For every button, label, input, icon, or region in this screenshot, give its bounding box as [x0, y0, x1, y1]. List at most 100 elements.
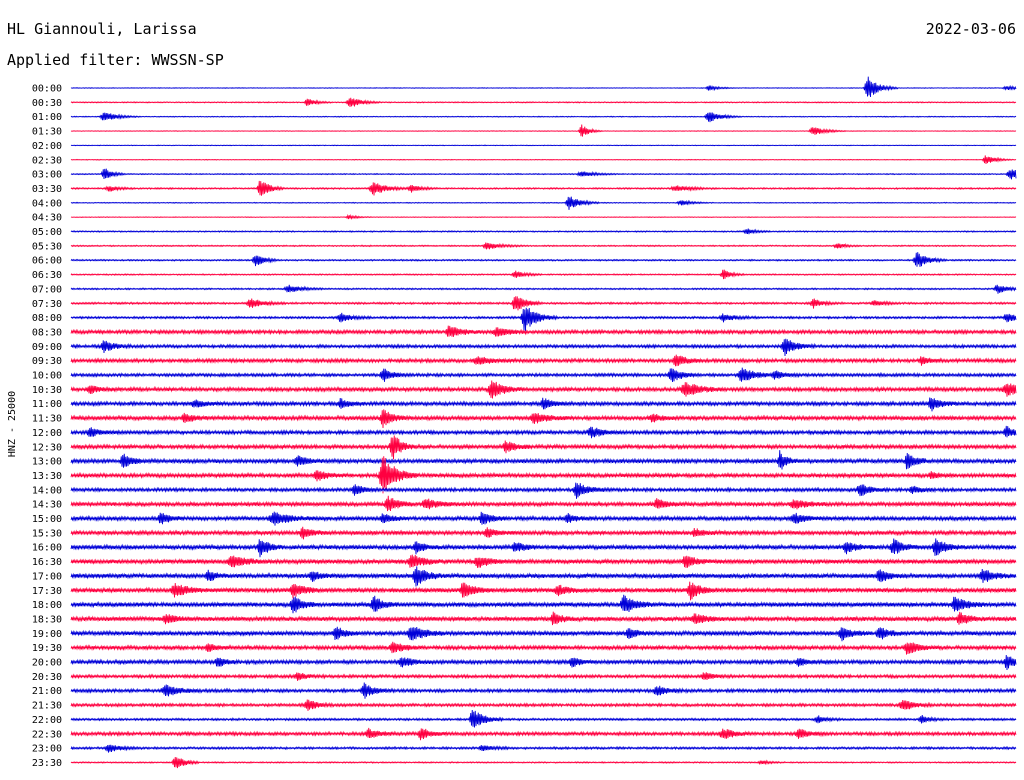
date-label: 2022-03-06: [925, 20, 1016, 38]
time-label: 23:00: [32, 744, 62, 755]
time-label: 02:30: [32, 155, 62, 166]
trace-line: [70, 450, 1017, 470]
time-label: 08:30: [32, 327, 62, 338]
trace-line: [70, 397, 1017, 412]
trace-line: [70, 196, 1017, 210]
time-label: 11:30: [32, 414, 62, 425]
trace-line: [70, 581, 1017, 601]
time-label: 07:30: [32, 299, 62, 310]
time-label: 09:00: [32, 342, 62, 353]
time-label: 22:30: [32, 729, 62, 740]
trace-line: [70, 144, 1017, 147]
trace-line: [70, 307, 1017, 332]
time-label: 13:30: [32, 471, 62, 482]
trace-line: [70, 367, 1017, 383]
time-label: 17:00: [32, 571, 62, 582]
trace-line: [70, 296, 1017, 311]
trace-line: [70, 228, 1017, 235]
trace-line: [70, 325, 1017, 337]
trace-line: [70, 242, 1017, 250]
time-label: 18:30: [32, 614, 62, 625]
trace-line: [70, 710, 1017, 728]
time-label: 09:30: [32, 356, 62, 367]
time-label: 01:30: [32, 127, 62, 138]
station-title: HL Giannouli, Larissa: [7, 20, 197, 38]
trace-line: [70, 97, 1017, 107]
time-label: 19:30: [32, 643, 62, 654]
time-label: 22:00: [32, 715, 62, 726]
trace-line: [70, 338, 1017, 356]
time-label: 12:30: [32, 442, 62, 453]
trace-line: [70, 269, 1017, 280]
time-label: 05:00: [32, 227, 62, 238]
trace-line: [70, 168, 1017, 180]
time-label: 20:00: [32, 658, 62, 669]
trace-line: [70, 456, 1017, 494]
time-label: 13:00: [32, 457, 62, 468]
time-label: 21:00: [32, 686, 62, 697]
time-label: 06:30: [32, 270, 62, 281]
trace-line: [70, 76, 1017, 98]
trace-line: [70, 611, 1017, 626]
time-label: 03:00: [32, 170, 62, 181]
trace-line: [70, 380, 1017, 399]
trace-line: [70, 511, 1017, 526]
trace-line: [70, 213, 1017, 220]
trace-line: [70, 112, 1017, 123]
time-label: 23:30: [32, 758, 62, 769]
trace-line: [70, 409, 1017, 428]
time-label: 06:00: [32, 256, 62, 267]
trace-line: [70, 554, 1017, 568]
trace-line: [70, 756, 1017, 769]
time-label: 10:30: [32, 385, 62, 396]
time-label: 07:00: [32, 284, 62, 295]
trace-line: [70, 594, 1017, 614]
time-label: 20:30: [32, 672, 62, 683]
time-label: 10:00: [32, 371, 62, 382]
trace-line: [70, 682, 1017, 699]
time-label: 15:30: [32, 528, 62, 539]
trace-line: [70, 699, 1017, 711]
filter-label: Applied filter: WWSSN-SP: [7, 51, 224, 69]
time-label: 04:30: [32, 213, 62, 224]
time-label: 16:00: [32, 543, 62, 554]
time-label: 11:00: [32, 399, 62, 410]
time-label: 05:30: [32, 241, 62, 252]
seismogram-traces: [70, 76, 1017, 769]
time-label: 01:00: [32, 112, 62, 123]
time-label: 15:00: [32, 514, 62, 525]
trace-line: [70, 435, 1017, 460]
time-label: 16:30: [32, 557, 62, 568]
time-label: 21:30: [32, 701, 62, 712]
time-label: 04:00: [32, 198, 62, 209]
time-label: 12:00: [32, 428, 62, 439]
trace-line: [70, 526, 1017, 540]
trace-line: [70, 566, 1017, 587]
time-label: 02:00: [32, 141, 62, 152]
trace-line: [70, 744, 1017, 753]
time-label: 00:30: [32, 98, 62, 109]
trace-line: [70, 495, 1017, 512]
trace-line: [70, 538, 1017, 558]
time-label: 08:00: [32, 313, 62, 324]
time-label: 03:30: [32, 184, 62, 195]
trace-line: [70, 654, 1017, 671]
trace-line: [70, 180, 1017, 196]
trace-line: [70, 284, 1017, 294]
trace-line: [70, 626, 1017, 642]
trace-line: [70, 425, 1017, 439]
time-label: 14:30: [32, 500, 62, 511]
trace-line: [70, 641, 1017, 655]
trace-line: [70, 354, 1017, 367]
trace-line: [70, 482, 1017, 499]
trace-line: [70, 252, 1017, 267]
trace-line: [70, 124, 1017, 137]
time-label: 19:00: [32, 629, 62, 640]
time-label: 14:00: [32, 485, 62, 496]
time-axis-labels: 00:00 00:30 01:00 01:30 02:00 02:30 03:00 03:30…: [32, 84, 62, 769]
time-label: 00:00: [32, 84, 62, 95]
time-label: 17:30: [32, 586, 62, 597]
trace-line: [70, 672, 1017, 681]
time-label: 18:00: [32, 600, 62, 611]
